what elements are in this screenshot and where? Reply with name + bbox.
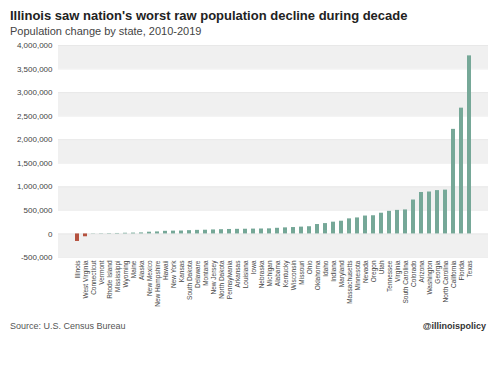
svg-text:North Carolina: North Carolina bbox=[442, 260, 449, 302]
svg-text:Michigan: Michigan bbox=[266, 260, 274, 286]
svg-text:Wisconsin: Wisconsin bbox=[290, 260, 297, 290]
svg-text:Delaware: Delaware bbox=[194, 260, 201, 288]
svg-text:Maine: Maine bbox=[130, 260, 137, 278]
html-text:Source: U.S. Census Bureau: Source: U.S. Census Bureau bbox=[10, 321, 126, 331]
html-text:Illinois saw nation's worst ra: Illinois saw nation's worst raw populati… bbox=[10, 8, 408, 23]
svg-text:New York: New York bbox=[170, 260, 177, 288]
svg-text:New Hampshire: New Hampshire bbox=[154, 260, 162, 307]
svg-text:Rhode Island: Rhode Island bbox=[106, 260, 113, 299]
svg-text:3,000,000: 3,000,000 bbox=[17, 88, 53, 97]
svg-text:Massachusetts: Massachusetts bbox=[346, 260, 353, 304]
svg-text:0: 0 bbox=[48, 230, 53, 239]
html-text:@illinoispolicy: @illinoispolicy bbox=[422, 321, 486, 331]
svg-text:Washington: Washington bbox=[426, 260, 434, 294]
svg-text:South Carolina: South Carolina bbox=[402, 260, 409, 303]
svg-text:Tennessee: Tennessee bbox=[386, 260, 393, 292]
svg-text:Utah: Utah bbox=[378, 260, 385, 274]
svg-text:Iowa: Iowa bbox=[250, 260, 257, 274]
svg-text:2,500,000: 2,500,000 bbox=[17, 112, 53, 121]
svg-text:1,000,000: 1,000,000 bbox=[17, 182, 53, 191]
svg-text:-500,000: -500,000 bbox=[21, 253, 53, 262]
svg-text:Louisiana: Louisiana bbox=[242, 260, 249, 288]
svg-text:West Virginia: West Virginia bbox=[82, 260, 90, 298]
svg-text:4,000,000: 4,000,000 bbox=[17, 41, 53, 50]
svg-text:1,500,000: 1,500,000 bbox=[17, 159, 53, 168]
svg-text:2,000,000: 2,000,000 bbox=[17, 135, 53, 144]
svg-text:Virginia: Virginia bbox=[394, 260, 402, 282]
svg-text:Arizona: Arizona bbox=[418, 260, 425, 282]
svg-text:Wyoming: Wyoming bbox=[122, 260, 130, 287]
svg-text:3,500,000: 3,500,000 bbox=[17, 65, 53, 74]
svg-text:Texas: Texas bbox=[466, 260, 473, 278]
svg-text:North Dakota: North Dakota bbox=[218, 260, 225, 299]
svg-text:Arkansas: Arkansas bbox=[234, 260, 241, 288]
svg-text:Alabama: Alabama bbox=[274, 260, 281, 286]
svg-text:Kansas: Kansas bbox=[178, 260, 185, 282]
svg-text:Florida: Florida bbox=[458, 260, 465, 280]
svg-text:California: California bbox=[450, 260, 457, 288]
svg-text:500,000: 500,000 bbox=[24, 206, 53, 215]
svg-text:Nebraska: Nebraska bbox=[258, 260, 265, 288]
svg-text:Oregon: Oregon bbox=[370, 260, 378, 282]
svg-text:Oklahoma: Oklahoma bbox=[314, 260, 321, 290]
svg-text:Colorado: Colorado bbox=[410, 260, 417, 287]
svg-text:Montana: Montana bbox=[202, 260, 209, 286]
svg-text:Indiana: Indiana bbox=[330, 260, 337, 282]
svg-text:Illinois: Illinois bbox=[74, 260, 81, 279]
svg-text:New Jersey: New Jersey bbox=[210, 260, 218, 295]
svg-text:Ohio: Ohio bbox=[306, 260, 313, 274]
svg-text:Mississippi: Mississippi bbox=[114, 261, 122, 292]
svg-text:Kentucky: Kentucky bbox=[282, 260, 290, 287]
svg-text:Hawaii: Hawaii bbox=[162, 261, 169, 281]
svg-text:Idaho: Idaho bbox=[322, 260, 329, 277]
svg-text:Vermont: Vermont bbox=[98, 260, 105, 284]
svg-text:Missouri: Missouri bbox=[298, 261, 305, 285]
svg-text:Connecticut: Connecticut bbox=[90, 260, 97, 295]
html-text:Population change by state, 20: Population change by state, 2010-2019 bbox=[10, 25, 202, 37]
svg-text:Nevada: Nevada bbox=[362, 260, 369, 283]
svg-text:Alaska: Alaska bbox=[138, 260, 145, 280]
svg-text:Maryland: Maryland bbox=[338, 260, 346, 287]
svg-text:South Dakota: South Dakota bbox=[186, 260, 193, 300]
svg-text:Minnesota: Minnesota bbox=[354, 260, 361, 290]
svg-text:Georgia: Georgia bbox=[434, 260, 442, 284]
svg-text:Pennsylvania: Pennsylvania bbox=[226, 260, 234, 299]
svg-text:New Mexico: New Mexico bbox=[146, 260, 153, 296]
